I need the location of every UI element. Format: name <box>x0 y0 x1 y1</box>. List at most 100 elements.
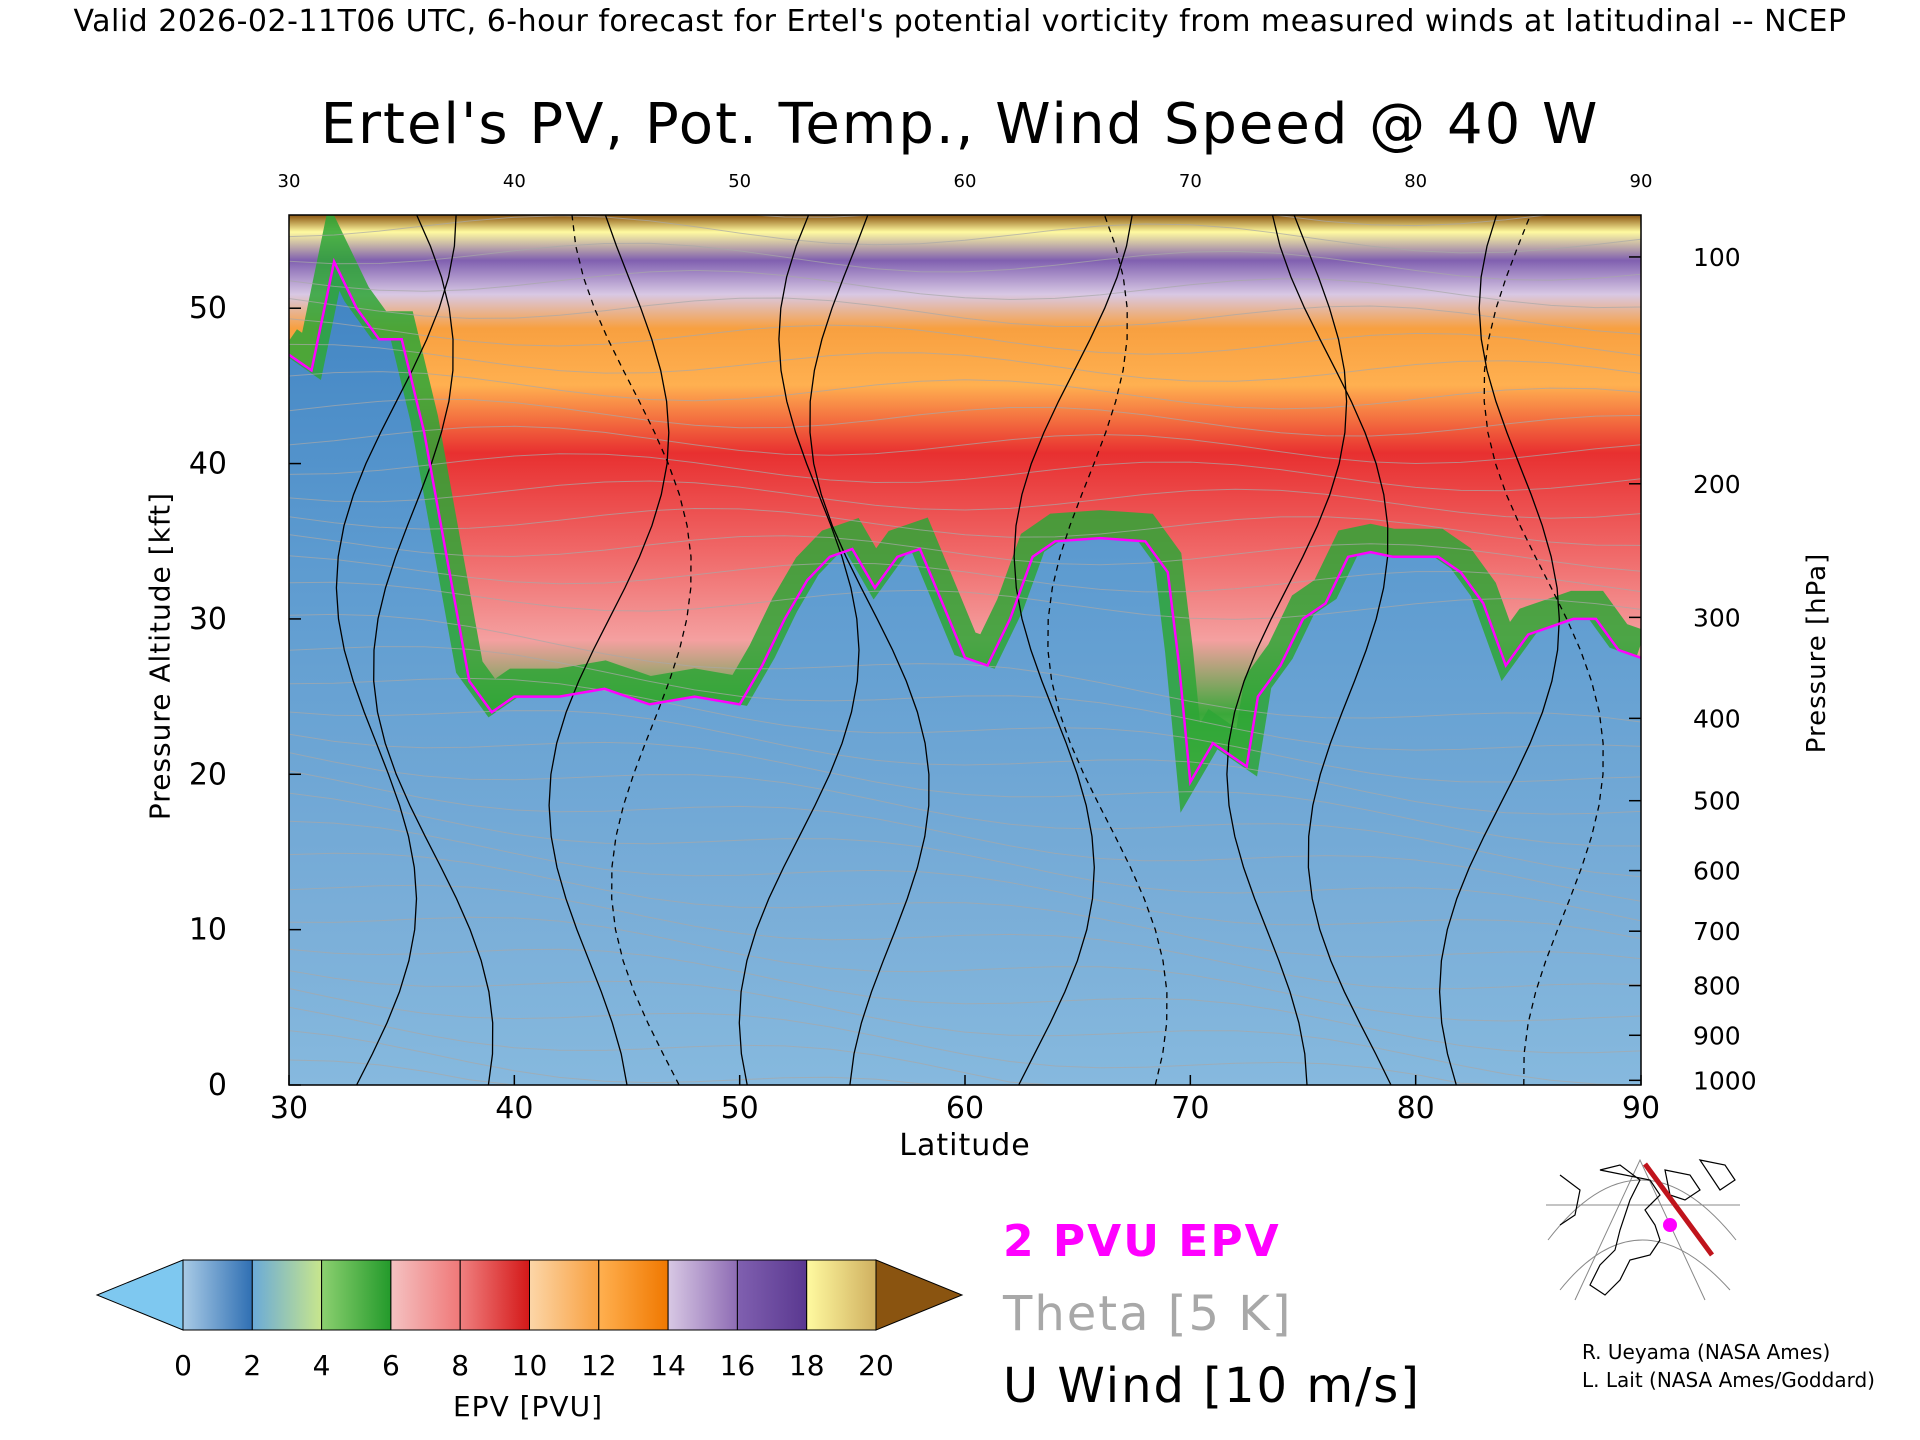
pressure-tick-label: 500 <box>1693 787 1741 816</box>
u-wind-contour-line <box>1047 215 1168 1085</box>
theta-contour-line <box>289 916 1641 1022</box>
x-top-tick-label: 60 <box>954 171 977 192</box>
theta-contour-line <box>289 453 1641 492</box>
x-tick-label: 70 <box>1171 1091 1209 1126</box>
colorbar-bin <box>598 1259 669 1331</box>
u-wind-contour-line <box>1483 215 1604 1085</box>
pressure-axis-label: Pressure [hPa] <box>1802 552 1832 754</box>
colorbar-tick-label: 8 <box>451 1349 469 1382</box>
colorbar-bin <box>736 1259 808 1331</box>
theta-contour-line <box>289 752 1641 878</box>
theta-contour-line <box>289 646 1641 751</box>
theta-contour-line <box>289 269 1641 309</box>
map-coastline <box>1698 1159 1736 1191</box>
x-tick-label: 30 <box>270 1091 308 1126</box>
theta-contour-line <box>289 792 1641 922</box>
x-tick-label: 50 <box>721 1091 759 1126</box>
u-wind-contour-line <box>738 215 860 1085</box>
theta-contours <box>289 215 1641 1085</box>
colorbar-bin <box>251 1259 323 1331</box>
theta-contour-line <box>289 507 1641 546</box>
stratosphere-fill <box>289 215 1641 783</box>
theta-contour-line <box>289 820 1641 940</box>
theta-contour-line <box>289 215 1641 254</box>
theta-contour-line <box>289 297 1641 335</box>
theta-contour-line <box>289 948 1641 1054</box>
tropopause-2pvu-line <box>289 257 1641 787</box>
pressure-tick-label: 700 <box>1693 917 1741 946</box>
theta-contour-line <box>289 733 1641 847</box>
theta-contour-line <box>289 581 1641 620</box>
x-axis-label: Latitude <box>899 1128 1031 1163</box>
plot-area <box>289 215 1641 1085</box>
colorbar-bin <box>529 1259 600 1331</box>
theta-contour-line <box>289 371 1641 410</box>
map-coastline <box>1589 1164 1661 1296</box>
colorbar-over-arrow <box>875 1259 964 1331</box>
theta-contour-line <box>289 1030 1641 1085</box>
colorbar-bin <box>806 1259 877 1331</box>
colorbar-tick-label: 4 <box>313 1349 331 1382</box>
theta-contour-line <box>289 852 1641 960</box>
theta-contour-line <box>289 1006 1641 1085</box>
colorbar-tick-label: 20 <box>858 1349 894 1382</box>
theta-contour-line <box>747 215 1551 227</box>
colorbar-bin <box>459 1259 531 1331</box>
colorbar-tick-label: 16 <box>720 1349 756 1382</box>
map-graticule <box>1574 1158 1706 1301</box>
u-wind-contours <box>335 215 1604 1085</box>
pressure-tick-label: 300 <box>1693 603 1741 632</box>
x-tick-label: 60 <box>946 1091 984 1126</box>
pressure-axis: 100 200 300 400 500 600 700 800 900 1000 <box>1629 243 1757 1095</box>
x-axis: 30 30 40 40 50 50 60 60 70 70 80 80 90 90 <box>270 171 1660 1126</box>
y-tick-label: 10 <box>189 913 227 948</box>
colorbar-tick-label: 10 <box>512 1349 548 1382</box>
y-axis-label: Pressure Altitude [kft] <box>143 491 177 821</box>
x-tick-label: 40 <box>495 1091 533 1126</box>
location-map-inset <box>1543 1156 1741 1304</box>
transition-band <box>289 215 1641 813</box>
colorbar-bin <box>182 1259 253 1331</box>
pressure-tick-label: 800 <box>1693 972 1741 1001</box>
cross-section-track <box>1642 1162 1715 1257</box>
pressure-tick-label: 600 <box>1693 857 1741 886</box>
y-tick-label: 50 <box>189 291 227 326</box>
colorbar-tick-label: 2 <box>243 1349 261 1382</box>
map-coastline <box>1664 1169 1701 1201</box>
legend-2pvu-epv: 2 PVU EPV <box>1003 1216 1281 1267</box>
theta-contour-line <box>289 710 1641 815</box>
chart-title: Ertel's PV, Pot. Temp., Wind Speed @ 40 … <box>320 92 1600 157</box>
colorbar-tick-label: 0 <box>174 1349 192 1382</box>
colorbar-label: EPV [PVU] <box>452 1390 604 1423</box>
u-wind-contour-line <box>548 215 670 1085</box>
y-tick-label: 30 <box>189 602 227 637</box>
theta-contour-line <box>289 534 1641 572</box>
pressure-tick-label: 100 <box>1693 243 1741 272</box>
colorbar-bin <box>667 1259 738 1331</box>
colorbar-bin <box>321 1259 392 1331</box>
u-wind-contour-line <box>1438 215 1560 1085</box>
y-tick-label: 40 <box>189 447 227 482</box>
x-top-tick-label: 50 <box>728 171 751 192</box>
colorbar-under-arrow <box>95 1259 184 1331</box>
y-tick-label: 20 <box>189 757 227 792</box>
u-wind-contour-line <box>373 215 494 1085</box>
pressure-tick-label: 200 <box>1693 470 1741 499</box>
x-top-tick-label: 70 <box>1179 171 1202 192</box>
u-wind-contour-line <box>809 215 930 1085</box>
u-wind-contour-line <box>1271 215 1392 1085</box>
pressure-tick-label: 400 <box>1693 704 1741 733</box>
epv-colorbar: 0 2 4 6 8 10 12 14 16 18 20 <box>95 1259 964 1382</box>
theta-contour-line <box>289 318 1641 356</box>
colorbar-tick-label: 6 <box>382 1349 400 1382</box>
theta-contour-line <box>289 425 1641 465</box>
map-graticule <box>1559 1239 1731 1291</box>
theta-contour-line <box>289 677 1641 783</box>
theta-contour-line <box>289 480 1641 519</box>
credit-line-2: L. Lait (NASA Ames/Goddard) <box>1582 1368 1875 1392</box>
map-coastline <box>1559 1174 1581 1226</box>
valid-time-header: Valid 2026-02-11T06 UTC, 6-hour forecast… <box>73 4 1847 39</box>
x-top-tick-label: 40 <box>503 171 526 192</box>
theta-contour-line <box>289 613 1641 723</box>
